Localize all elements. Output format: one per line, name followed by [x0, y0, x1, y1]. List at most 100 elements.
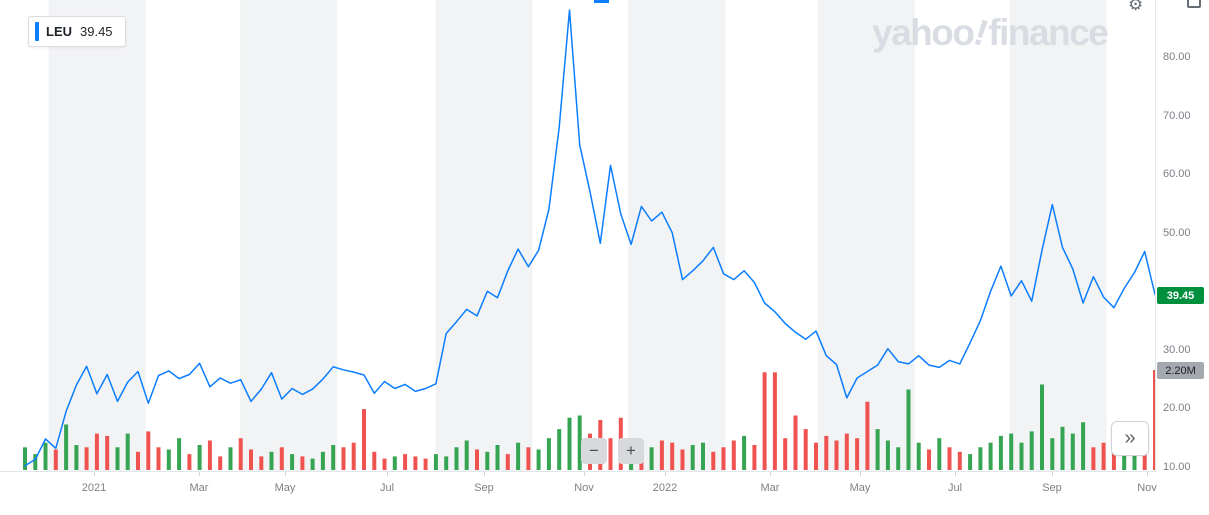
price-axis[interactable]: 80.00 70.00 60.00 50.00 30.00 20.00 10.00 — [1156, 0, 1209, 473]
volume-bar — [413, 456, 418, 470]
volume-bar — [177, 438, 182, 470]
time-axis-tick — [665, 472, 666, 476]
time-axis-label: May — [849, 482, 871, 494]
volume-bar — [495, 445, 500, 470]
volume-bar — [711, 451, 716, 470]
ticker-legend-chip[interactable]: LEU 39.45 — [28, 16, 126, 47]
volume-bar — [855, 438, 860, 470]
volume-bar — [53, 449, 58, 470]
volume-bar — [793, 415, 798, 470]
volume-bar — [742, 435, 747, 470]
volume-bar — [988, 442, 993, 470]
volume-bar — [207, 440, 212, 470]
volume-bar — [957, 451, 962, 470]
time-axis-tick — [199, 472, 200, 476]
ticker-last-price: 39.45 — [80, 24, 113, 39]
volume-bar — [187, 454, 192, 470]
volume-bar — [310, 458, 315, 470]
volume-bar — [577, 415, 582, 470]
time-axis-label: May — [274, 482, 296, 494]
volume-bar — [362, 409, 366, 470]
active-tab-indicator — [594, 0, 609, 3]
volume-bar — [464, 440, 469, 470]
volume-bar — [331, 445, 336, 470]
volume-bar — [1040, 384, 1044, 470]
volume-bar — [803, 429, 808, 470]
volume-bar — [166, 449, 171, 470]
price-axis-label: 10.00 — [1163, 461, 1191, 473]
volume-bar — [382, 458, 387, 470]
volume-bar — [444, 456, 449, 470]
time-axis-label: Jul — [379, 482, 395, 494]
price-axis-label: 80.00 — [1163, 51, 1191, 63]
gear-icon[interactable]: ⚙ — [1128, 0, 1144, 14]
volume-bar — [115, 447, 120, 470]
volume-bar — [505, 454, 510, 470]
volume-bar — [885, 440, 890, 470]
volume-bar — [721, 447, 726, 470]
volume-bar — [762, 372, 767, 470]
volume-bar — [341, 447, 346, 470]
volume-bar — [1070, 433, 1075, 470]
time-axis-tick — [484, 472, 485, 476]
volume-bar — [659, 440, 664, 470]
volume-bar — [372, 451, 377, 470]
volume-bar — [269, 451, 274, 470]
volume-bar — [937, 438, 942, 470]
volume-bar — [1081, 422, 1086, 470]
time-axis-line — [0, 471, 1209, 472]
volume-bar — [916, 442, 921, 470]
price-axis-label: 70.00 — [1163, 109, 1191, 122]
volume-bar — [23, 447, 27, 470]
expand-panel-button[interactable]: » — [1111, 421, 1149, 456]
time-axis-tick — [94, 472, 95, 476]
month-band — [435, 0, 533, 471]
volume-bar — [94, 433, 99, 470]
volume-bar — [136, 451, 140, 470]
volume-bar — [433, 454, 438, 470]
volume-bar — [1091, 447, 1096, 470]
volume-bar — [423, 458, 428, 470]
time-axis-label: Mar — [189, 482, 209, 494]
zoom-out-button[interactable]: − — [581, 438, 607, 464]
volume-bar — [557, 429, 562, 470]
volume-bar — [978, 447, 983, 470]
volume-bar — [197, 445, 202, 470]
volume-bar — [906, 389, 911, 470]
time-axis[interactable]: 2021 Mar May Jul Sep Nov 2022 Mar May Jul Sep Nov — [0, 472, 1157, 515]
time-axis-label: Nov — [1137, 482, 1157, 494]
volume-bar — [249, 449, 253, 470]
watermark-finance: finance — [988, 12, 1109, 53]
chart-plot: LEU 39.45 yahoo!finance − + » — [0, 0, 1156, 472]
time-axis-tick — [584, 472, 585, 476]
price-axis-label: 20.00 — [1163, 402, 1191, 415]
volume-bar — [279, 447, 284, 470]
volume-bar — [146, 431, 151, 470]
volume-bar — [1122, 445, 1127, 470]
volume-bar — [392, 456, 397, 470]
volume-bar — [84, 447, 89, 470]
volume-bar — [927, 449, 931, 470]
volume-bar — [680, 449, 685, 470]
chart-plot-area[interactable] — [0, 0, 1156, 472]
save-chart-icon[interactable] — [1187, 0, 1201, 8]
volume-bar — [228, 447, 233, 470]
volume-bar — [125, 433, 130, 470]
volume-bar — [403, 454, 408, 470]
volume-bar — [33, 454, 38, 470]
price-axis-label: 60.00 — [1163, 168, 1191, 181]
yahoo-finance-watermark: yahoo!finance — [872, 11, 1109, 54]
current-price-badge: 39.45 — [1157, 287, 1204, 304]
current-volume-badge: 2.20M — [1157, 362, 1204, 379]
volume-bar — [896, 447, 901, 470]
volume-bar — [947, 447, 952, 470]
time-axis-label: Sep — [1042, 482, 1062, 494]
zoom-in-button[interactable]: + — [618, 438, 644, 464]
volume-bar — [772, 372, 777, 470]
volume-bar — [290, 454, 295, 470]
volume-bar — [968, 454, 973, 470]
volume-bar — [156, 447, 161, 470]
volume-bar — [218, 456, 223, 470]
time-axis-label: Jul — [947, 482, 963, 494]
